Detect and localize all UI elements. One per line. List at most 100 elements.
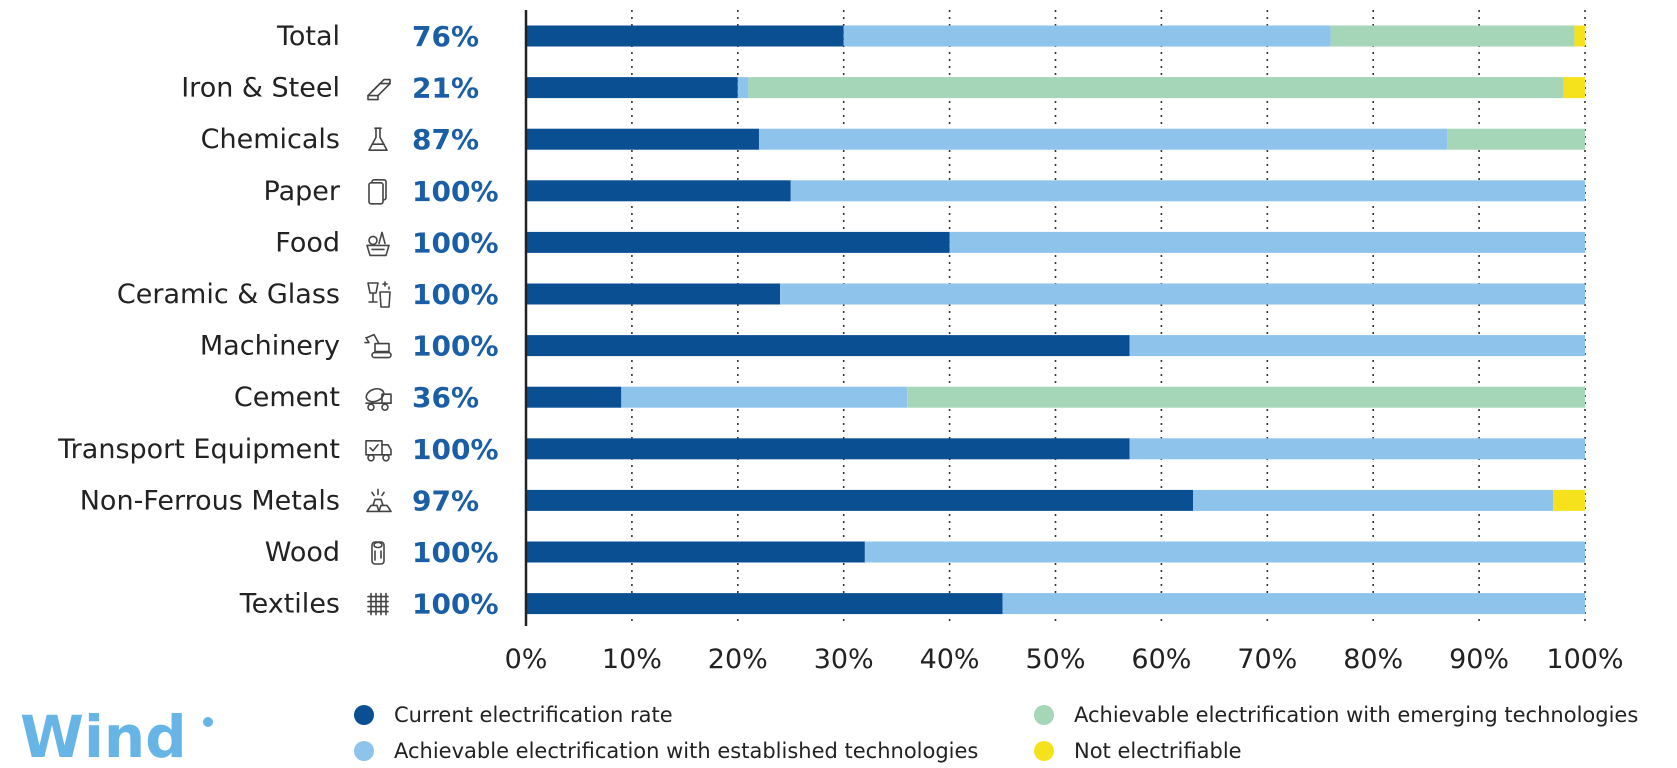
x-tick-label: 30% [814, 644, 874, 675]
steel-beam-icon [367, 78, 391, 101]
bar-segment [1193, 489, 1554, 511]
percent-label: 100% [412, 278, 499, 311]
legend-swatch [1034, 705, 1054, 725]
bar-segment [758, 128, 1448, 150]
percent-label: 100% [412, 588, 499, 621]
legend-swatch [1034, 741, 1054, 761]
percent-label: 76% [412, 20, 479, 53]
metal-ingots-icon [366, 488, 392, 513]
percent-label: 87% [412, 123, 479, 156]
percent-label: 100% [412, 175, 499, 208]
percent-label: 21% [412, 72, 479, 105]
wheel-back [367, 403, 375, 412]
x-tick-label: 20% [708, 644, 768, 675]
shine [371, 488, 385, 497]
tracks [371, 351, 392, 359]
wheel-front [381, 403, 389, 412]
bar-segment [526, 283, 781, 305]
flask-outline [368, 127, 388, 151]
bar-segment [526, 593, 1003, 615]
bottle [378, 231, 386, 245]
bar-segment [621, 386, 908, 408]
bar-segment [526, 25, 844, 47]
log-rings [373, 541, 383, 549]
legend-swatch [354, 741, 374, 761]
bar-segment [526, 335, 1130, 357]
bar-segment [1002, 593, 1585, 615]
bar-segment [1129, 335, 1585, 357]
percent-label: 100% [412, 330, 499, 363]
bar-segment [907, 386, 1585, 408]
category-label: Textiles [239, 589, 340, 620]
check [369, 443, 379, 452]
category-label: Machinery [200, 331, 340, 362]
legend-label: Current electrification rate [394, 703, 673, 727]
bar-segment [526, 77, 738, 99]
ingots [366, 498, 392, 513]
bar-segment [737, 77, 749, 99]
percent-label: 97% [412, 484, 479, 517]
bar-segment [748, 77, 1564, 99]
bar-segment [526, 128, 759, 150]
glassware-icon [367, 281, 391, 308]
bar-segment [843, 25, 1331, 47]
cab [374, 342, 390, 353]
cargo [365, 439, 383, 456]
bar-segment [526, 541, 865, 563]
category-label: Total [276, 21, 340, 52]
sparkle [382, 281, 390, 290]
category-label: Cement [234, 382, 340, 413]
legend-label: Achievable electrification with emerging… [1074, 703, 1638, 727]
food-basket-icon [366, 231, 390, 257]
bar-segment [1129, 438, 1585, 460]
bar-segment [526, 489, 1194, 511]
sheet-front [368, 182, 384, 205]
cement-mixer-icon [365, 387, 392, 412]
x-tick-label: 10% [602, 644, 662, 675]
x-tick-label: 100% [1546, 644, 1623, 675]
arm [366, 333, 380, 345]
weave [367, 592, 389, 616]
drum [365, 387, 385, 403]
gridlines [631, 10, 1586, 626]
wind-logo: Wind [20, 703, 187, 764]
category-label: Transport Equipment [57, 434, 340, 465]
x-tick-label: 80% [1343, 644, 1403, 675]
basket [366, 244, 390, 257]
log-icon [371, 541, 385, 565]
textile-weave-icon [367, 592, 389, 616]
percent-label: 36% [412, 381, 479, 414]
logo-dot [203, 717, 213, 727]
bar-segment [949, 231, 1585, 253]
bar-segment [526, 386, 622, 408]
category-label: Non-Ferrous Metals [80, 485, 340, 516]
bar-segment [1563, 77, 1585, 99]
bar-segment [1447, 128, 1585, 150]
category-label: Wood [265, 537, 340, 568]
percent-label: 100% [412, 433, 499, 466]
bar-segment [1553, 489, 1585, 511]
category-icons [364, 78, 392, 616]
fruit [368, 235, 378, 246]
wheel-back [367, 453, 375, 462]
bar-segment [780, 283, 1585, 305]
legend: Current electrification rate Achievable e… [354, 703, 1638, 763]
bar-segment [526, 231, 950, 253]
legend-swatch [354, 705, 374, 725]
category-label: Paper [264, 176, 341, 207]
x-tick-label: 90% [1449, 644, 1509, 675]
x-tick-label: 0% [505, 644, 548, 675]
bar-segment [790, 180, 1585, 202]
x-tick-label: 50% [1025, 644, 1085, 675]
bar-segment [864, 541, 1585, 563]
x-tick-label: 60% [1131, 644, 1191, 675]
legend-label: Achievable electrification with establis… [394, 739, 978, 763]
x-axis: 0% 10% 20% 30% 40% 50% 60% 70% 80% 90% 100% [505, 10, 1624, 675]
category-label: Iron & Steel [181, 73, 340, 104]
flask-icon [368, 127, 388, 151]
wine-glass [367, 282, 379, 303]
legend-label: Not electrifiable [1074, 739, 1242, 763]
category-label: Ceramic & Glass [117, 279, 340, 310]
tumbler [379, 291, 391, 308]
